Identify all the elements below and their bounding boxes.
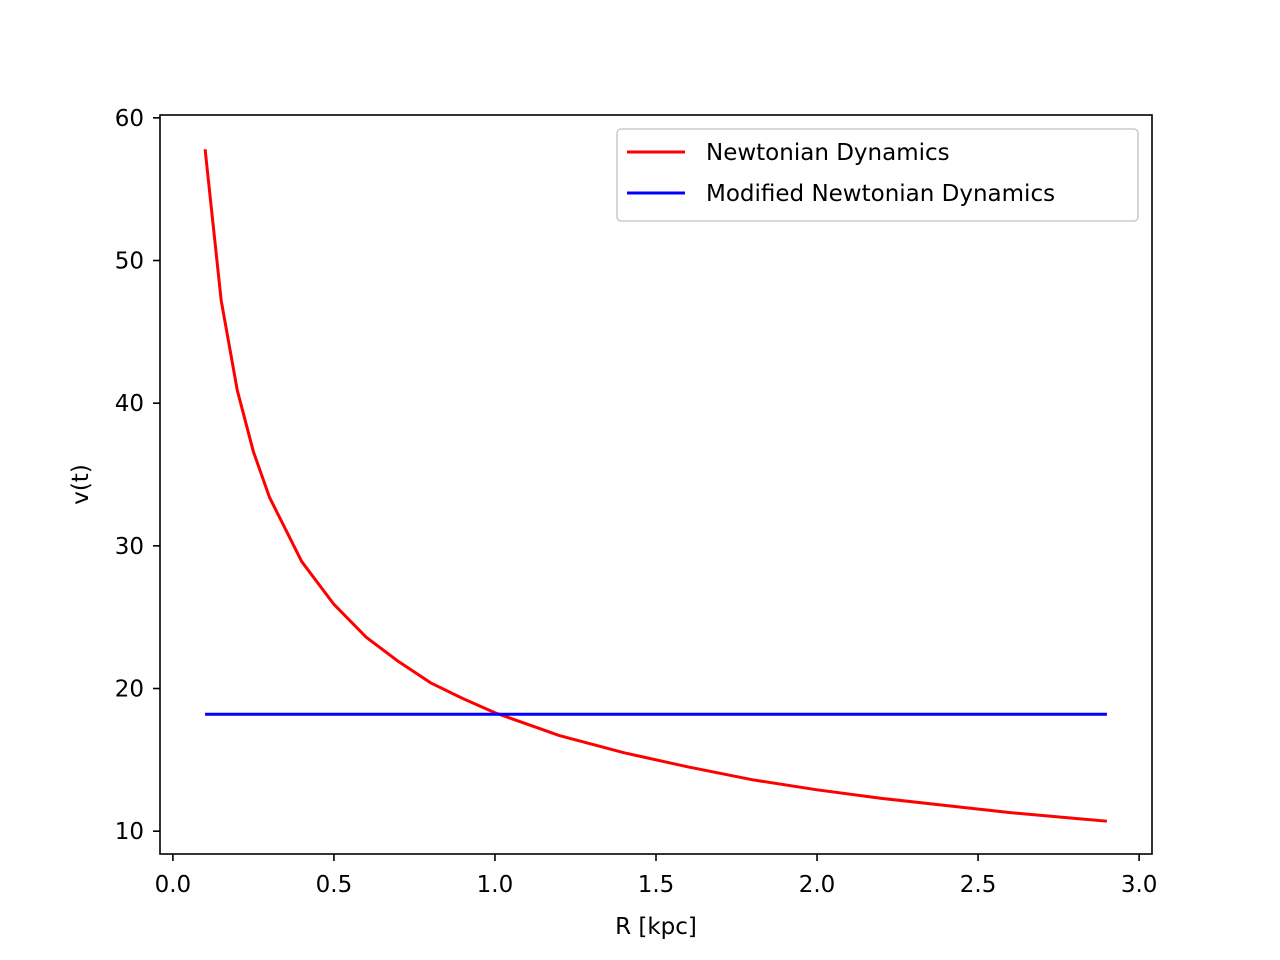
legend-items: Newtonian Dynamics Modified Newtonian Dyn… [627,140,1055,207]
y-tick-label: 40 [115,391,144,417]
x-tick-label: 0.0 [155,872,192,898]
y-tick-label: 50 [115,249,144,275]
y-axis-label: v(t) [68,464,94,505]
plot-frame [159,114,1153,855]
y-tick-label: 10 [115,819,144,845]
legend-box [616,128,1139,222]
x-tick-label: 2.0 [799,872,836,898]
y-tick-label: 30 [115,534,144,560]
legend: Newtonian Dynamics Modified Newtonian Dyn… [616,128,1139,222]
x-axis-label: R [kpc] [615,914,697,940]
x-tick-label: 0.5 [316,872,353,898]
legend-label-0: Newtonian Dynamics [706,140,950,166]
series-line-0 [203,149,1108,823]
y-tick-label: 20 [115,677,144,703]
ticks-layer: 0.0 0.5 1.0 1.5 2.0 2.5 3.0 10 20 30 40 50 60 [115,106,1158,898]
axes-layer [159,114,1153,855]
legend-label-1: Modified Newtonian Dynamics [706,181,1055,207]
series-layer [203,149,1108,823]
y-tick-label: 60 [115,106,144,132]
x-tick-label: 3.0 [1121,872,1158,898]
x-tick-label: 1.0 [477,872,514,898]
x-tick-label: 1.5 [638,872,675,898]
x-tick-label: 2.5 [960,872,997,898]
